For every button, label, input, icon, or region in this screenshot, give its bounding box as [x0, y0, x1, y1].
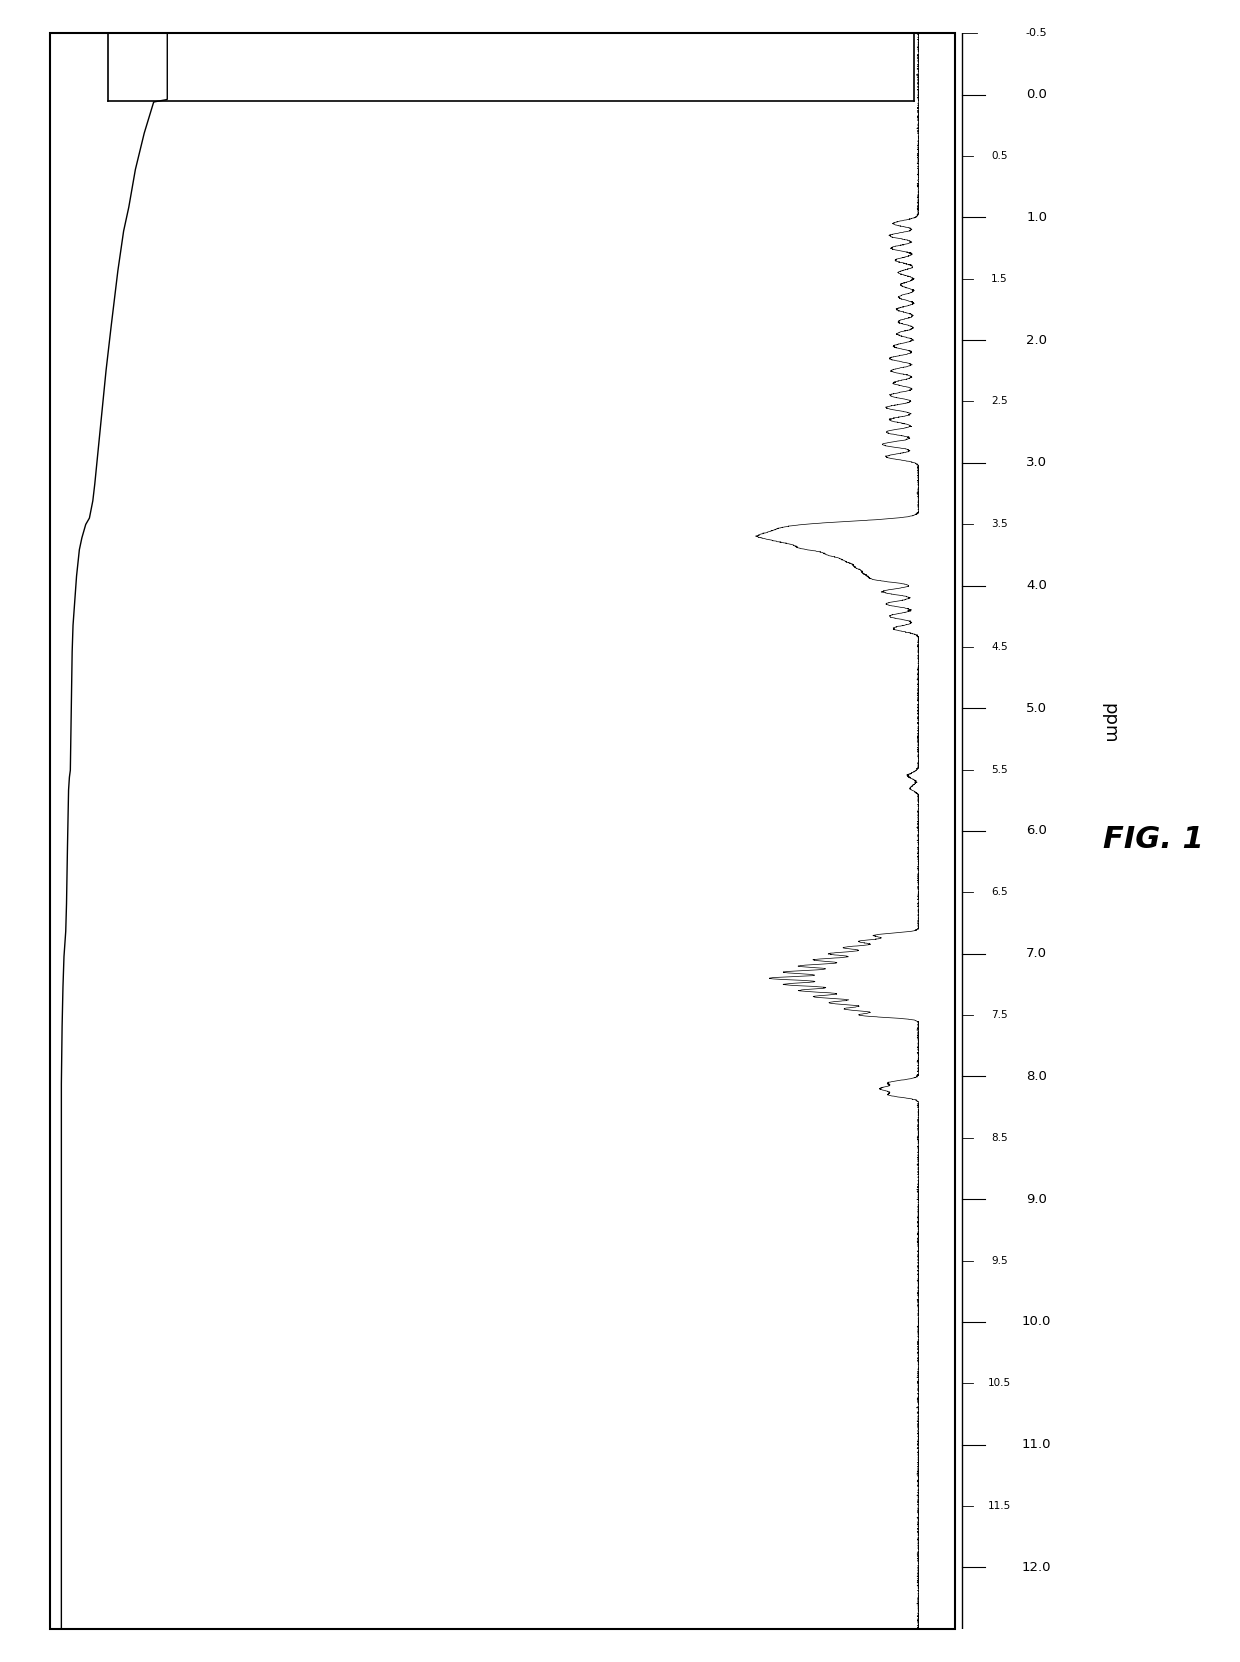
- Text: 1.5: 1.5: [991, 274, 1008, 284]
- Text: 8.5: 8.5: [991, 1133, 1008, 1143]
- Text: 9.0: 9.0: [1027, 1193, 1047, 1205]
- Text: ppm: ppm: [1101, 703, 1118, 743]
- Text: 10.5: 10.5: [988, 1378, 1011, 1388]
- Text: 9.5: 9.5: [991, 1255, 1008, 1265]
- Text: 2.0: 2.0: [1027, 334, 1047, 347]
- Text: 5.0: 5.0: [1027, 701, 1047, 715]
- Text: 0.5: 0.5: [991, 151, 1008, 161]
- Text: 5.5: 5.5: [991, 765, 1008, 774]
- Text: 10.0: 10.0: [1022, 1315, 1052, 1328]
- Text: 4.5: 4.5: [991, 642, 1008, 652]
- Text: 12.0: 12.0: [1022, 1561, 1052, 1574]
- Text: 3.0: 3.0: [1027, 457, 1047, 469]
- Text: 6.0: 6.0: [1027, 824, 1047, 838]
- Text: 11.0: 11.0: [1022, 1438, 1052, 1451]
- Text: 0.0: 0.0: [1027, 88, 1047, 101]
- Text: 3.5: 3.5: [991, 519, 1008, 529]
- Text: 6.5: 6.5: [991, 888, 1008, 897]
- Text: 11.5: 11.5: [988, 1501, 1011, 1511]
- Text: FIG. 1: FIG. 1: [1102, 824, 1204, 854]
- Text: 4.0: 4.0: [1027, 578, 1047, 592]
- Text: 7.0: 7.0: [1027, 947, 1047, 961]
- Text: 7.5: 7.5: [991, 1010, 1008, 1020]
- Text: -0.5: -0.5: [1025, 28, 1048, 38]
- Text: 8.0: 8.0: [1027, 1070, 1047, 1084]
- Text: 2.5: 2.5: [991, 397, 1008, 407]
- Text: 1.0: 1.0: [1027, 211, 1047, 224]
